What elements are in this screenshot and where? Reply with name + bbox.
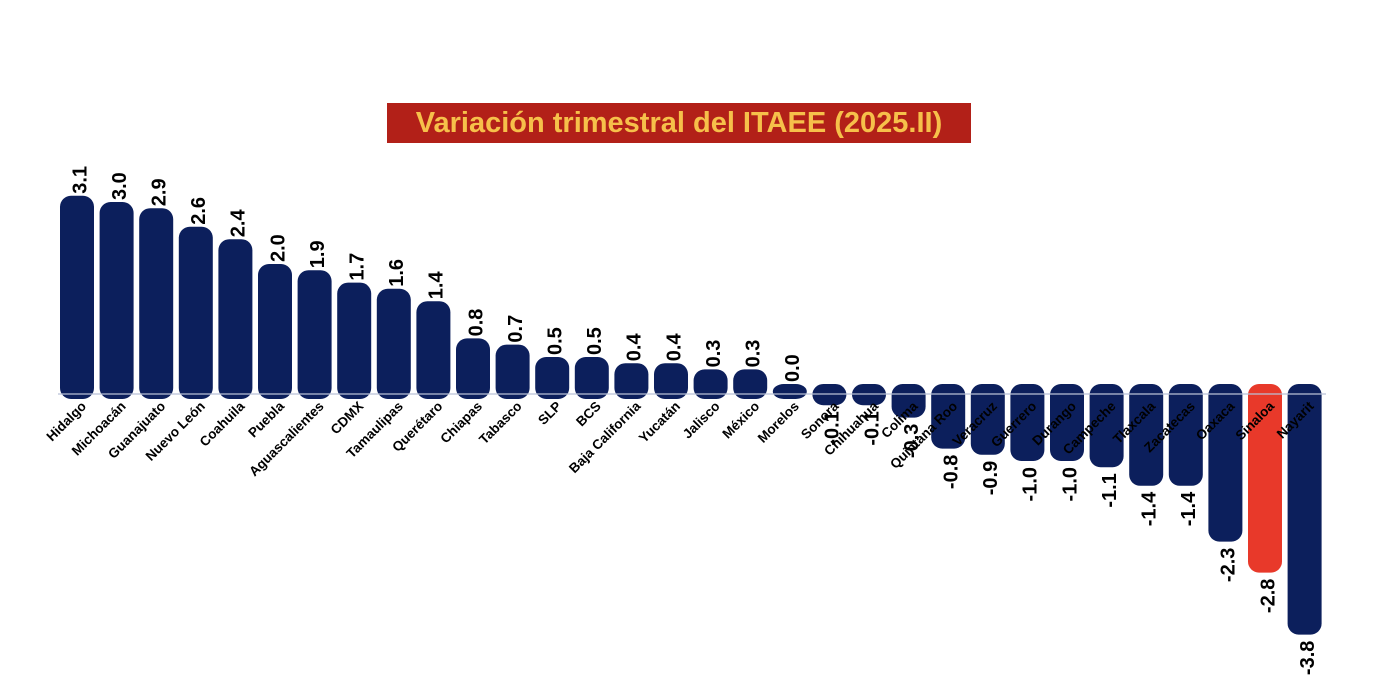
bar-méxico [733,369,768,399]
bar-veracruz [970,384,1005,455]
value-label: 1.6 [386,259,408,287]
bar-tabasco [495,344,530,399]
bar-guanajuato [139,208,174,399]
value-label: 0.3 [703,340,725,368]
bar-cdmx [337,282,372,399]
value-label: 0.4 [624,333,646,362]
value-label: -2.8 [1257,579,1279,613]
category-label: Morelos [755,399,802,446]
bar-campeche [1089,384,1124,468]
value-label: 0.4 [663,333,685,362]
bar-coahuila [218,239,253,399]
value-label: -0.9 [980,461,1002,495]
value-label: 0.5 [544,327,566,355]
bar-zacatecas [1168,384,1203,486]
value-label: 2.4 [228,209,250,238]
bar-jalisco [693,369,728,399]
bar-chiapas [456,338,490,399]
bars-layer [60,195,1322,635]
value-label: -0.1 [861,411,883,445]
bar-nuevo-león [178,226,213,399]
value-label: 1.7 [346,253,368,281]
value-label: 3.0 [109,172,131,200]
bar-quintana-roo [931,384,966,449]
value-label: -0.1 [822,411,844,445]
value-label: -2.3 [1218,548,1240,582]
bar-querétaro [416,301,451,399]
value-label: 0.5 [584,327,606,355]
category-label: Aguascalientes [246,399,327,480]
value-label: 1.4 [426,271,448,300]
value-label: 0.0 [782,354,804,382]
bar-bcs [574,357,609,399]
value-label: 0.7 [505,315,527,343]
bar-puebla [258,264,292,399]
category-label: SLP [535,399,564,428]
bar-durango [1050,384,1084,461]
bar-sinaloa [1248,384,1282,573]
value-label: -1.4 [1178,491,1200,526]
category-label: Yucatán [636,399,683,446]
chart-title: Variación trimestral del ITAEE (2025.II) [387,103,971,143]
category-label: BCS [573,399,604,430]
value-label: 1.9 [307,240,329,268]
bar-colima [891,384,926,418]
value-label: 3.1 [69,166,91,194]
bar-nayarit [1287,384,1322,635]
category-label: Baja California [566,398,644,476]
value-label: -1.0 [1059,467,1081,501]
value-label: 0.3 [742,340,764,368]
bar-slp [535,357,570,399]
value-labels: 3.1 3.0 2.9 2.6 2.4 2.0 1.9 1.7 1.6 1.4 0.8 0.7 0.5 0… [69,166,1319,675]
bar-baja-california [614,363,649,399]
bar-tlaxcala [1129,384,1164,486]
value-label: 2.0 [267,234,289,262]
value-label: 0.8 [465,309,487,337]
value-label: -1.0 [1020,467,1042,501]
bar-morelos [772,384,807,399]
bar-aguascalientes [297,270,332,399]
value-label: -0.8 [940,455,962,489]
value-label: 2.6 [188,197,210,225]
value-label: 2.9 [148,178,170,206]
bar-oaxaca [1208,384,1243,542]
bar-guerrero [1010,384,1045,461]
category-label: Jalisco [680,399,723,442]
value-label: -1.1 [1099,473,1121,507]
bar-michoacán [99,202,134,399]
value-label: -1.4 [1138,491,1160,526]
bar-hidalgo [60,195,94,399]
value-label: -0.3 [901,424,923,458]
category-label: CDMX [328,399,367,438]
bar-yucatán [654,363,688,399]
value-label: -3.8 [1297,641,1319,675]
category-label: Tabasco [476,399,525,448]
bar-tamaulipas [376,288,411,399]
